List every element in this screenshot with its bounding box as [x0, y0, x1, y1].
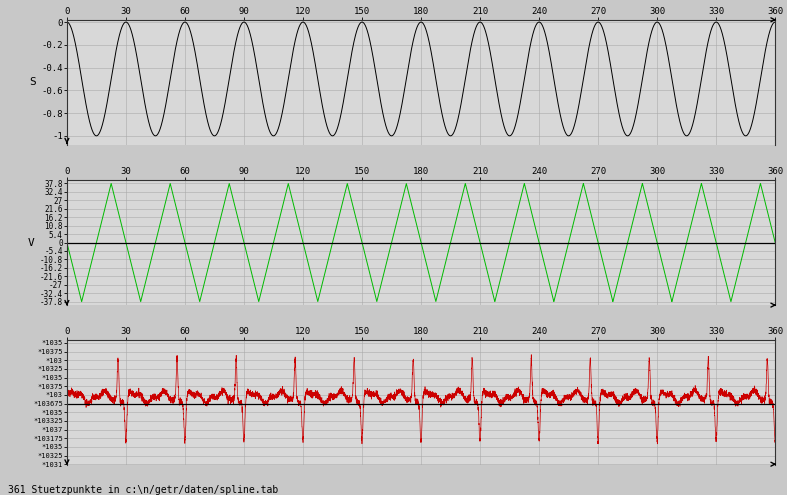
Y-axis label: V: V: [28, 238, 35, 248]
Text: 361 Stuetzpunkte in c:\n/getr/daten/spline.tab: 361 Stuetzpunkte in c:\n/getr/daten/spli…: [8, 485, 278, 495]
Y-axis label: S: S: [30, 77, 36, 88]
